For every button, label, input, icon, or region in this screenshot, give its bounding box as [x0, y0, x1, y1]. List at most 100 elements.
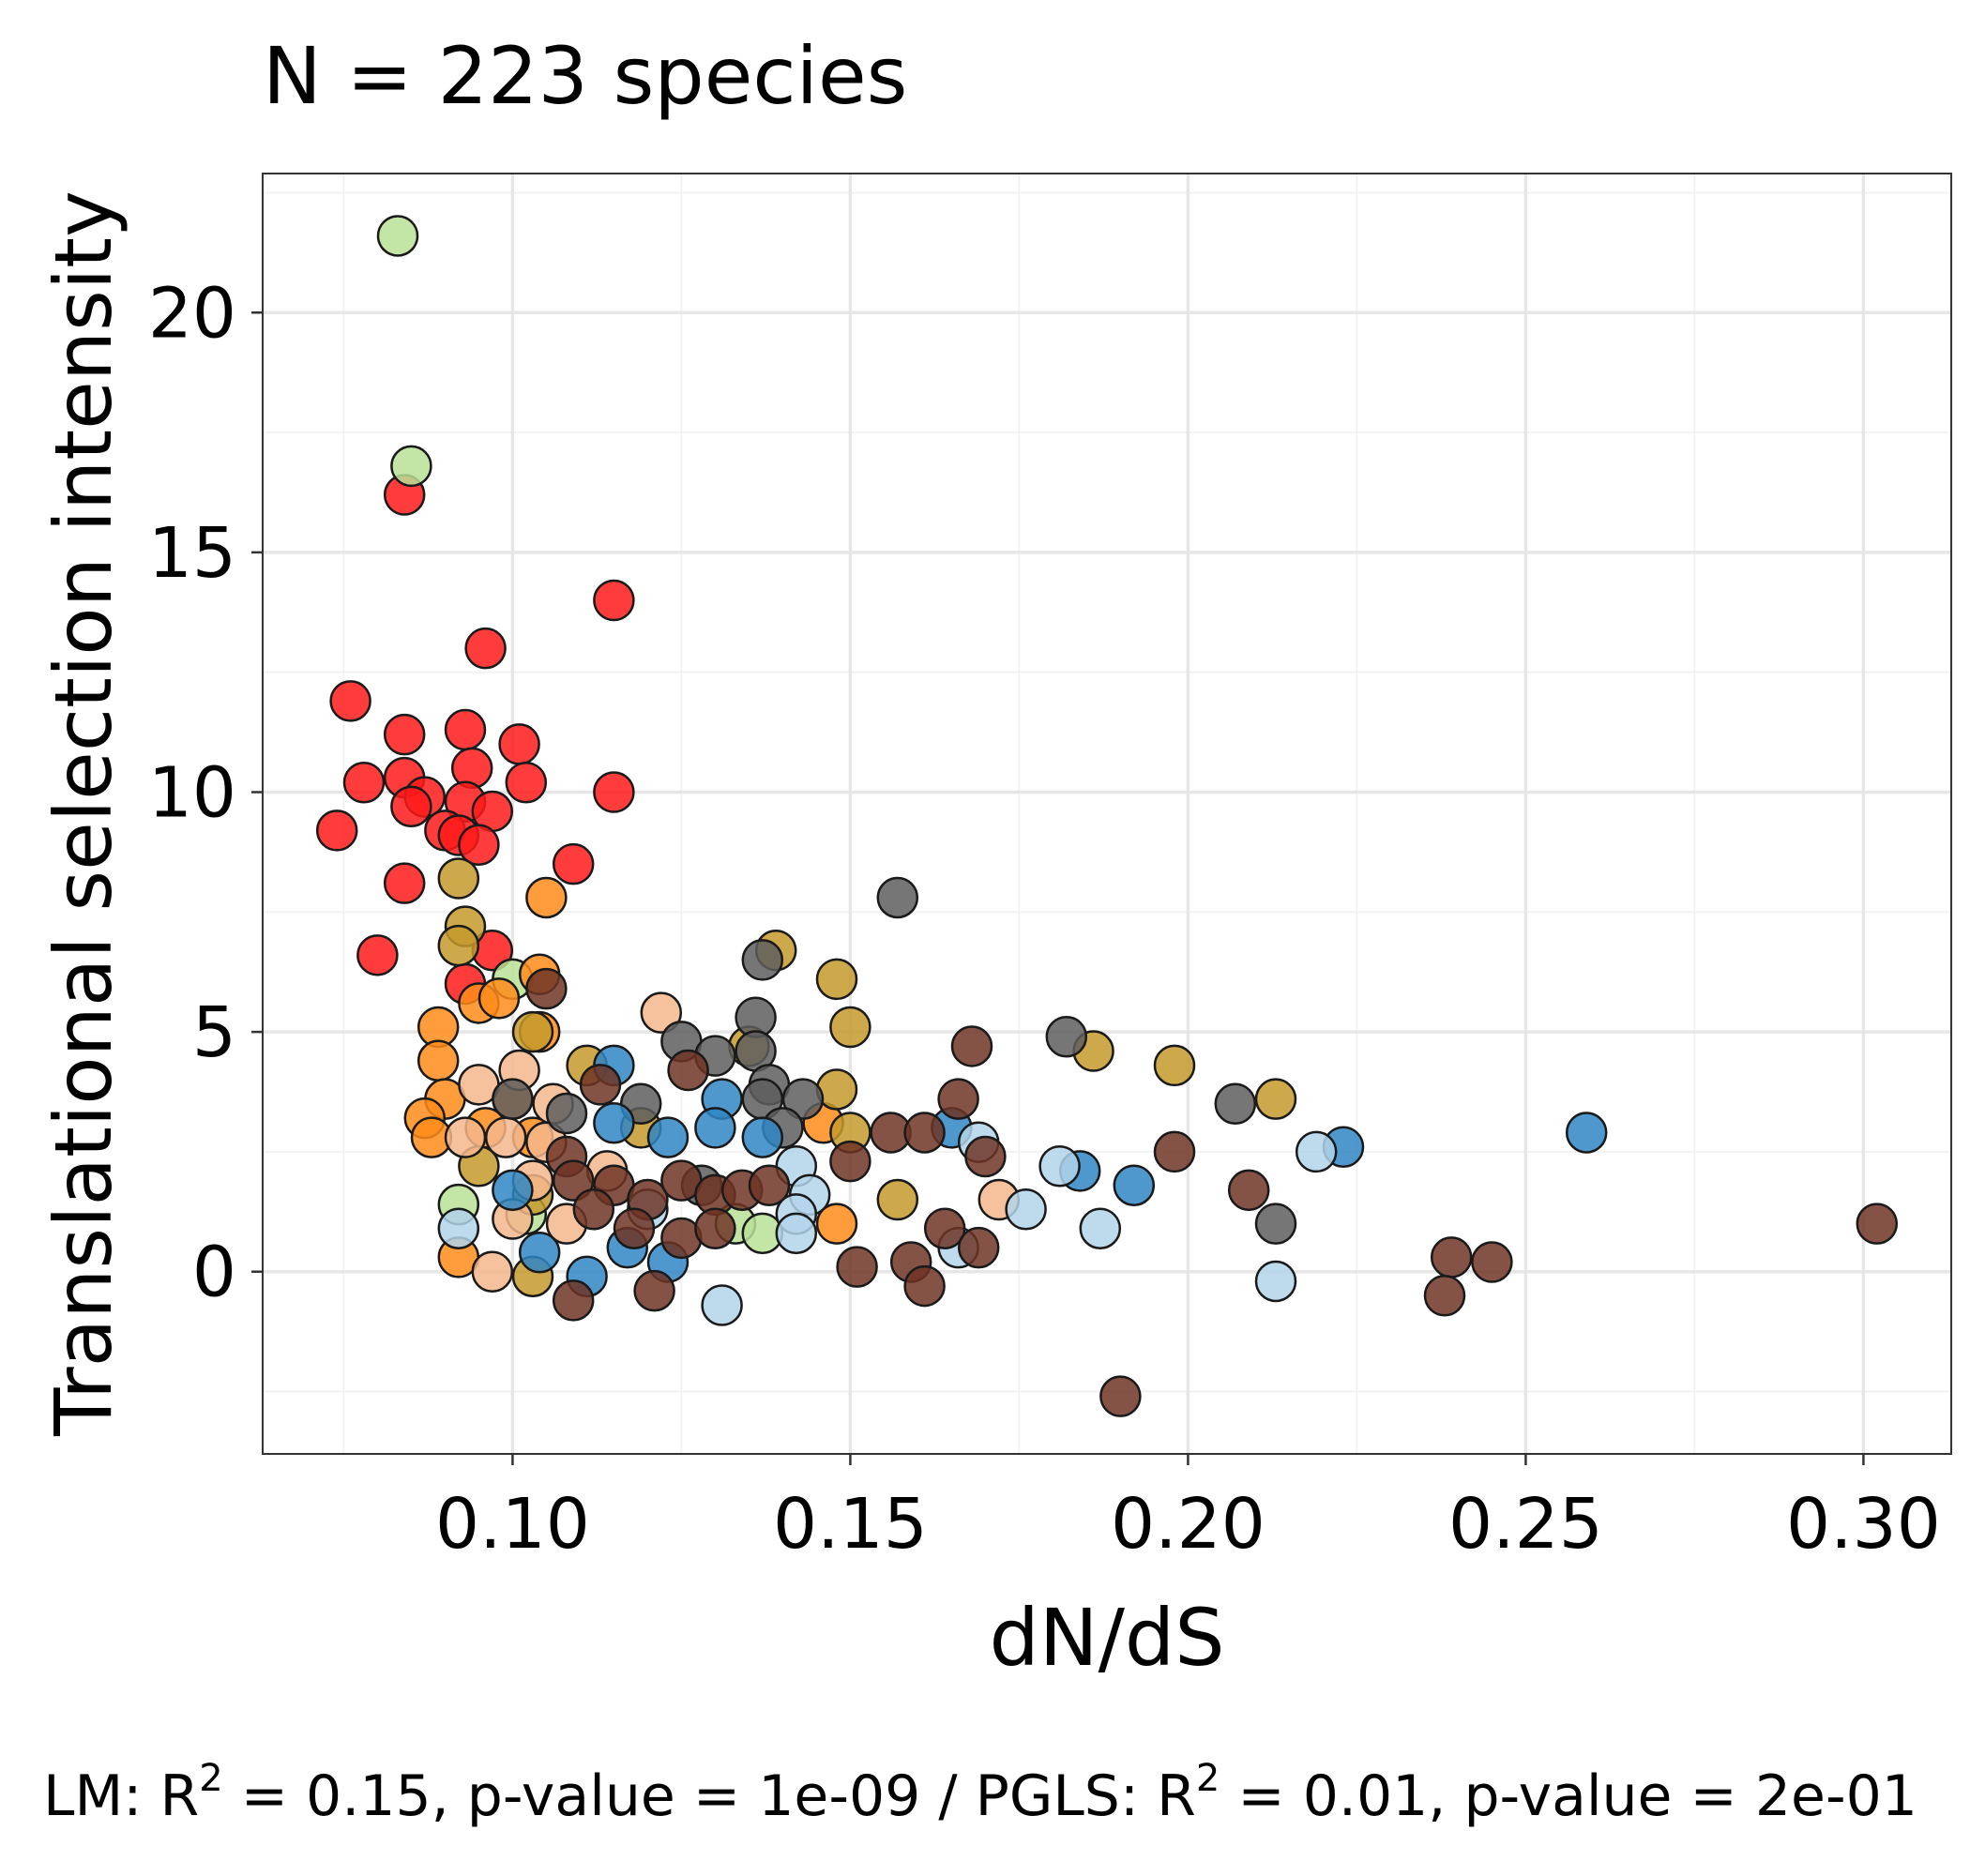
data-point-orange — [417, 1039, 460, 1082]
data-point-gold — [437, 857, 480, 900]
data-point-brown — [903, 1264, 946, 1308]
data-points — [315, 215, 1899, 1417]
x-tick-label: 0.30 — [1786, 1484, 1941, 1565]
data-point-blue — [741, 1116, 784, 1158]
data-point-brown — [552, 1159, 595, 1202]
data-point-brown — [1423, 1275, 1466, 1317]
y-tick-label: 5 — [192, 992, 236, 1073]
data-point-gold — [511, 1010, 554, 1053]
data-point-brown — [525, 967, 568, 1010]
data-point-gold — [876, 1178, 919, 1221]
data-point-orange — [525, 876, 568, 919]
data-point-brown — [903, 1112, 946, 1154]
caption-suffix: = 0.01, p-value = 2e-01 — [1220, 1763, 1917, 1829]
data-point-brown — [829, 1140, 871, 1183]
data-point-brown — [633, 1269, 675, 1312]
data-point-red — [552, 842, 595, 885]
data-point-brown — [667, 1049, 709, 1092]
data-point-brown — [957, 1226, 1000, 1269]
data-point-red — [342, 762, 386, 804]
data-point-red — [505, 762, 548, 804]
data-point-red — [498, 723, 540, 765]
x-tick-label: 0.20 — [1111, 1484, 1265, 1565]
y-tick-label: 20 — [148, 273, 236, 354]
data-point-red — [383, 713, 426, 756]
plot-panel — [263, 174, 1951, 1454]
data-point-brown — [1856, 1203, 1899, 1245]
data-point-brown — [964, 1135, 1007, 1178]
data-point-gold — [1254, 1078, 1297, 1120]
data-point-dark-gray — [741, 939, 784, 981]
data-point-red — [458, 824, 500, 866]
data-point-brown — [1430, 1236, 1473, 1278]
data-point-light-blue — [701, 1284, 743, 1326]
data-point-brown — [552, 1279, 595, 1322]
data-point-red — [464, 627, 507, 670]
plot-border — [262, 173, 1952, 1455]
data-point-blue — [1113, 1164, 1156, 1206]
data-point-light-blue — [1295, 1130, 1338, 1173]
data-point-brown — [923, 1207, 966, 1249]
data-point-red — [390, 785, 432, 828]
chart-title: N = 223 species — [263, 30, 907, 122]
data-point-brown — [1227, 1169, 1270, 1212]
caption-prefix: LM: R — [43, 1763, 199, 1829]
caption-superscript-2: 2 — [1196, 1757, 1220, 1800]
data-point-blue — [518, 1232, 561, 1274]
x-axis-title: dN/dS — [989, 1592, 1224, 1684]
data-point-dark-gray — [876, 876, 919, 919]
data-point-dark-gray — [1214, 1082, 1257, 1126]
data-point-light-blue — [1254, 1260, 1297, 1303]
data-point-brown — [613, 1207, 656, 1249]
data-point-light-green — [376, 215, 419, 257]
data-point-dark-gray — [1254, 1203, 1297, 1245]
data-point-brown — [937, 1078, 979, 1120]
data-point-orange — [815, 1203, 858, 1245]
data-point-gold — [1153, 1044, 1196, 1087]
x-axis-ticks: 0.10 0.15 0.20 0.25 0.30 — [435, 1454, 1941, 1565]
data-point-blue — [593, 1101, 635, 1144]
data-point-brown — [579, 1064, 622, 1106]
data-point-light-blue — [1038, 1145, 1081, 1188]
data-point-peach — [471, 1250, 514, 1293]
data-point-orange — [477, 977, 521, 1020]
data-point-light-blue — [1079, 1207, 1122, 1249]
data-point-red — [356, 934, 399, 976]
data-point-red — [450, 747, 493, 790]
data-point-light-blue — [1005, 1188, 1047, 1231]
caption-middle: = 0.15, p-value = 1e-09 / PGLS: R — [223, 1763, 1196, 1829]
data-point-brown — [950, 1025, 993, 1067]
data-point-dark-gray — [1045, 1015, 1088, 1058]
data-point-brown — [748, 1164, 791, 1206]
y-axis-ticks: 0 5 10 15 20 — [148, 273, 263, 1313]
data-point-red — [593, 771, 635, 813]
data-point-peach — [484, 1116, 527, 1158]
data-point-brown — [1153, 1130, 1196, 1173]
data-point-gold — [437, 924, 480, 967]
data-point-dark-gray — [492, 1078, 534, 1120]
y-axis-title: Translational selection intensity — [38, 190, 129, 1437]
data-point-red — [444, 708, 487, 751]
data-point-red — [593, 579, 635, 622]
x-tick-label: 0.10 — [435, 1484, 590, 1565]
data-point-blue — [694, 1107, 736, 1149]
statistics-caption: LM: R2 = 0.15, p-value = 1e-09 / PGLS: R… — [43, 1757, 1917, 1829]
y-tick-label: 0 — [192, 1233, 236, 1313]
data-point-dark-gray — [545, 1092, 588, 1135]
caption-superscript-1: 2 — [199, 1757, 222, 1800]
data-point-red — [383, 862, 426, 904]
data-point-brown — [694, 1207, 736, 1249]
data-point-blue — [1565, 1112, 1608, 1154]
data-point-gold — [829, 1006, 871, 1049]
x-tick-label: 0.25 — [1448, 1484, 1603, 1565]
data-point-blue — [492, 1169, 534, 1212]
data-point-red — [315, 809, 358, 852]
data-point-brown — [572, 1188, 615, 1231]
data-point-blue — [646, 1116, 690, 1158]
y-tick-label: 15 — [148, 513, 236, 594]
data-point-brown — [1471, 1241, 1513, 1283]
data-point-brown — [836, 1246, 878, 1288]
y-tick-label: 10 — [148, 752, 236, 833]
data-point-peach — [444, 1116, 487, 1158]
